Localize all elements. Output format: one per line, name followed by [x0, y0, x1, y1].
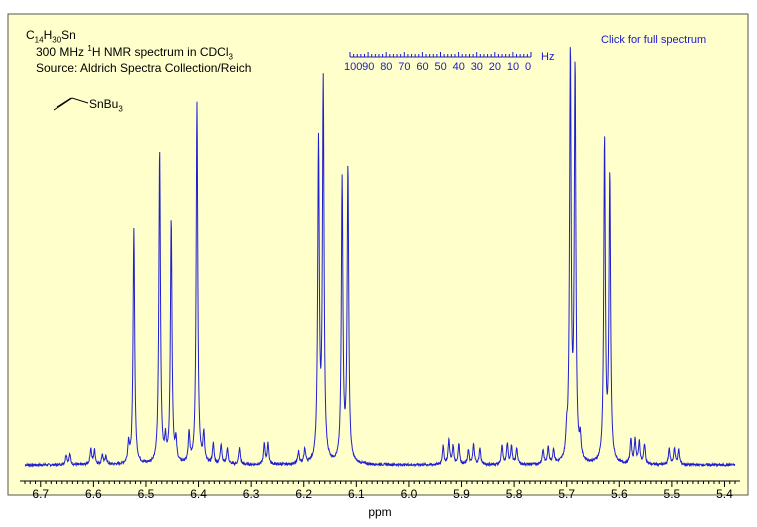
x-tick-label: 5.6 — [611, 487, 628, 501]
x-tick-label: 6.4 — [190, 487, 207, 501]
x-tick-label: 5.8 — [506, 487, 523, 501]
hz-scale-label: 50 — [434, 61, 447, 73]
structure-label: SnBu3 — [89, 97, 123, 114]
hz-scale-label: 40 — [452, 61, 465, 73]
hz-scale-label: 10 — [506, 61, 520, 73]
x-tick-label: 5.4 — [716, 487, 733, 501]
x-tick-label: 5.7 — [558, 487, 575, 501]
x-tick-label: 6.5 — [138, 487, 155, 501]
spectrum-line — [24, 47, 736, 468]
structure-drawing — [53, 97, 89, 111]
x-tick-label: 5.5 — [664, 487, 681, 501]
x-tick-label: 6.7 — [32, 487, 49, 501]
spectrum-source: Source: Aldrich Spectra Collection/Reich — [36, 61, 252, 75]
hz-scale-label: 100 — [344, 61, 363, 73]
x-tick-label: 5.9 — [453, 487, 470, 501]
x-axis-title: ppm — [368, 505, 391, 519]
hz-scale-label: 30 — [470, 61, 483, 73]
hz-scale-ruler — [349, 52, 532, 58]
hz-scale-label: 90 — [362, 61, 375, 73]
x-axis: 6.7 6.6 6.5 6.4 6.3 6.2 6.1 6.0 5.9 5.8 5.7 5.6 5.5 5… — [20, 480, 740, 501]
chart-background — [7, 13, 749, 496]
x-tick-label: 6.0 — [401, 487, 418, 501]
hz-scale-label: 0 — [525, 61, 532, 73]
hz-scale-label: 60 — [416, 61, 429, 73]
spectrum-description: 300 MHz 1H NMR spectrum in CDCl3 — [36, 44, 233, 62]
molecular-formula: C14H30Sn — [26, 28, 76, 45]
full-spectrum-link[interactable]: Click for full spectrum — [601, 34, 707, 46]
hz-scale-label: 80 — [380, 61, 393, 73]
x-tick-label: 6.2 — [295, 487, 312, 501]
x-tick-label: 6.1 — [348, 487, 365, 501]
hz-unit-label: Hz — [541, 51, 555, 63]
x-tick-label: 6.6 — [85, 487, 102, 501]
hz-scale-label: 70 — [398, 61, 411, 73]
hz-scale-label: 20 — [488, 61, 502, 73]
x-tick-label: 6.3 — [243, 487, 260, 501]
